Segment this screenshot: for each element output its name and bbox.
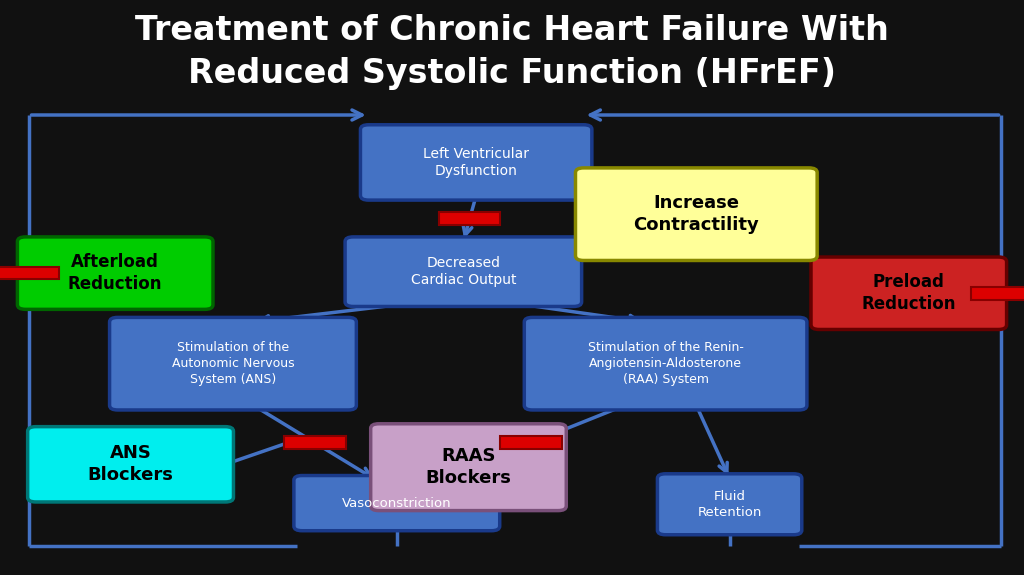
Text: Fluid
Retention: Fluid Retention (697, 490, 762, 519)
Bar (0, 267, 59, 279)
Text: Treatment of Chronic Heart Failure With: Treatment of Chronic Heart Failure With (135, 14, 889, 47)
FancyBboxPatch shape (811, 257, 1007, 329)
Text: Left Ventricular
Dysfunction: Left Ventricular Dysfunction (423, 147, 529, 178)
Text: Vasoconstriction: Vasoconstriction (342, 497, 452, 509)
Text: Preload
Reduction: Preload Reduction (861, 273, 956, 313)
FancyBboxPatch shape (294, 476, 500, 531)
Text: Stimulation of the Renin-
Angiotensin-Aldosterone
(RAA) System: Stimulation of the Renin- Angiotensin-Al… (588, 341, 743, 386)
Bar (284, 436, 345, 449)
Text: RAAS
Blockers: RAAS Blockers (426, 447, 511, 487)
FancyBboxPatch shape (17, 237, 213, 309)
Text: ANS
Blockers: ANS Blockers (88, 444, 173, 484)
Text: Increase
Contractility: Increase Contractility (634, 194, 759, 234)
Bar (439, 212, 501, 225)
Text: Stimulation of the
Autonomic Nervous
System (ANS): Stimulation of the Autonomic Nervous Sys… (172, 341, 294, 386)
Text: Afterload
Reduction: Afterload Reduction (68, 253, 163, 293)
FancyBboxPatch shape (360, 125, 592, 200)
Bar (971, 287, 1024, 300)
FancyBboxPatch shape (524, 317, 807, 410)
FancyBboxPatch shape (110, 317, 356, 410)
FancyBboxPatch shape (345, 237, 582, 306)
FancyBboxPatch shape (28, 427, 233, 502)
FancyBboxPatch shape (575, 168, 817, 260)
Text: Decreased
Cardiac Output: Decreased Cardiac Output (411, 256, 516, 288)
Bar (501, 436, 562, 449)
FancyBboxPatch shape (371, 424, 566, 511)
Text: Reduced Systolic Function (HFrEF): Reduced Systolic Function (HFrEF) (188, 58, 836, 90)
FancyBboxPatch shape (657, 474, 802, 535)
